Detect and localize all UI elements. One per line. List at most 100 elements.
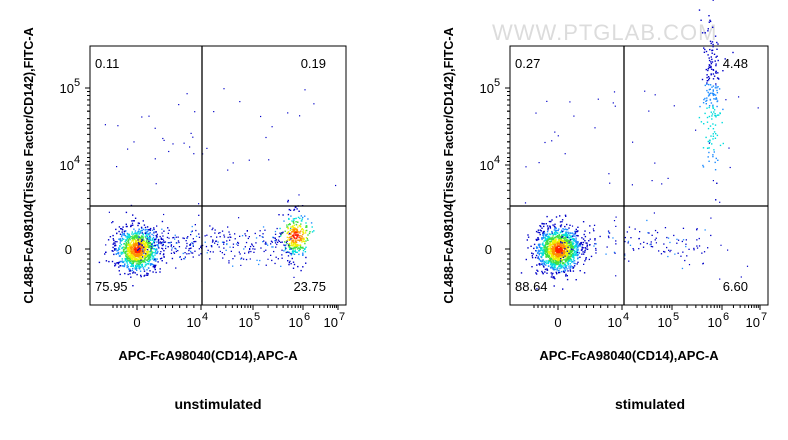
event-dot [578, 245, 580, 247]
event-dot [541, 255, 543, 258]
event-dot [716, 134, 719, 137]
event-dot [128, 268, 130, 270]
event-dot [547, 250, 549, 253]
x-tick-label: 10 [239, 315, 253, 330]
event-dot [149, 270, 151, 272]
event-dot [128, 260, 131, 262]
event-dot [174, 234, 176, 236]
event-dot [178, 241, 180, 244]
event-dot [153, 251, 155, 254]
event-dot [566, 245, 568, 247]
event-dot [289, 232, 292, 234]
event-dot [287, 199, 289, 202]
event-dot [272, 246, 274, 248]
event-dot [557, 135, 559, 137]
event-dot [560, 258, 562, 260]
event-dot [148, 256, 151, 258]
event-dot [141, 236, 143, 238]
event-dot [104, 253, 106, 255]
event-dot [152, 241, 155, 243]
event-dot [293, 208, 296, 211]
event-dot [568, 227, 570, 229]
event-dot [570, 245, 573, 247]
event-dot [560, 251, 562, 254]
event-dot [293, 253, 296, 255]
event-dot [570, 243, 573, 245]
event-dot [539, 259, 542, 262]
event-dot [570, 255, 572, 257]
event-dot [536, 247, 538, 249]
event-dot [146, 245, 149, 248]
event-dot [129, 243, 132, 245]
event-dot [561, 240, 563, 243]
event-dot [123, 252, 126, 254]
event-dot [569, 224, 571, 226]
event-dot [566, 254, 569, 256]
event-dot [545, 241, 547, 244]
event-dot [185, 240, 187, 242]
event-dot [576, 244, 578, 246]
event-dot [136, 264, 139, 266]
event-dot [109, 236, 112, 238]
event-dot [710, 135, 712, 137]
event-dot [118, 266, 120, 268]
event-dot [567, 234, 569, 236]
event-dot [546, 272, 548, 274]
event-dot [123, 238, 125, 240]
event-dot [716, 89, 718, 92]
event-dot [573, 255, 575, 257]
event-dot [214, 232, 216, 234]
event-dot [557, 263, 559, 265]
event-dot [148, 245, 150, 247]
event-dot [565, 240, 567, 242]
event-dot [706, 121, 709, 123]
event-dot [292, 241, 294, 243]
event-dot [550, 276, 553, 278]
event-dot [275, 240, 277, 242]
event-dot [186, 253, 188, 255]
event-dot [133, 254, 135, 256]
event-dot [288, 251, 290, 253]
event-dot [126, 259, 128, 261]
event-dot [552, 224, 554, 226]
event-dot [186, 242, 188, 245]
event-dot [296, 248, 299, 250]
event-dot [162, 137, 164, 140]
event-dot [137, 242, 140, 244]
event-dot [122, 250, 125, 252]
event-dot [149, 245, 151, 248]
event-dot [564, 265, 566, 268]
event-dot [711, 143, 713, 145]
event-dot [540, 247, 542, 249]
event-dot [125, 244, 128, 246]
event-dot [568, 244, 570, 247]
event-dot [121, 228, 123, 230]
event-dot [127, 260, 129, 262]
event-dot [538, 252, 540, 255]
event-dot [554, 229, 557, 231]
event-dot [576, 250, 578, 252]
event-dot [571, 254, 574, 256]
event-dot [560, 256, 563, 258]
event-dot [573, 238, 575, 241]
event-dot [281, 257, 283, 259]
event-dot [582, 251, 584, 253]
event-dot [167, 246, 169, 248]
event-dot [145, 231, 147, 233]
event-dot [135, 265, 137, 268]
event-dot [142, 248, 144, 250]
event-dot [145, 237, 147, 239]
event-dot [140, 230, 143, 232]
event-dot [707, 54, 709, 56]
event-dot [710, 65, 712, 68]
event-dot [295, 230, 298, 233]
event-dot [335, 184, 337, 187]
event-dot [556, 235, 559, 237]
event-dot [715, 83, 717, 85]
event-dot [565, 229, 568, 231]
event-dot [299, 115, 301, 117]
event-dot [298, 244, 300, 246]
event-dot [252, 245, 255, 248]
event-dot [566, 235, 568, 238]
event-dot [152, 255, 155, 257]
